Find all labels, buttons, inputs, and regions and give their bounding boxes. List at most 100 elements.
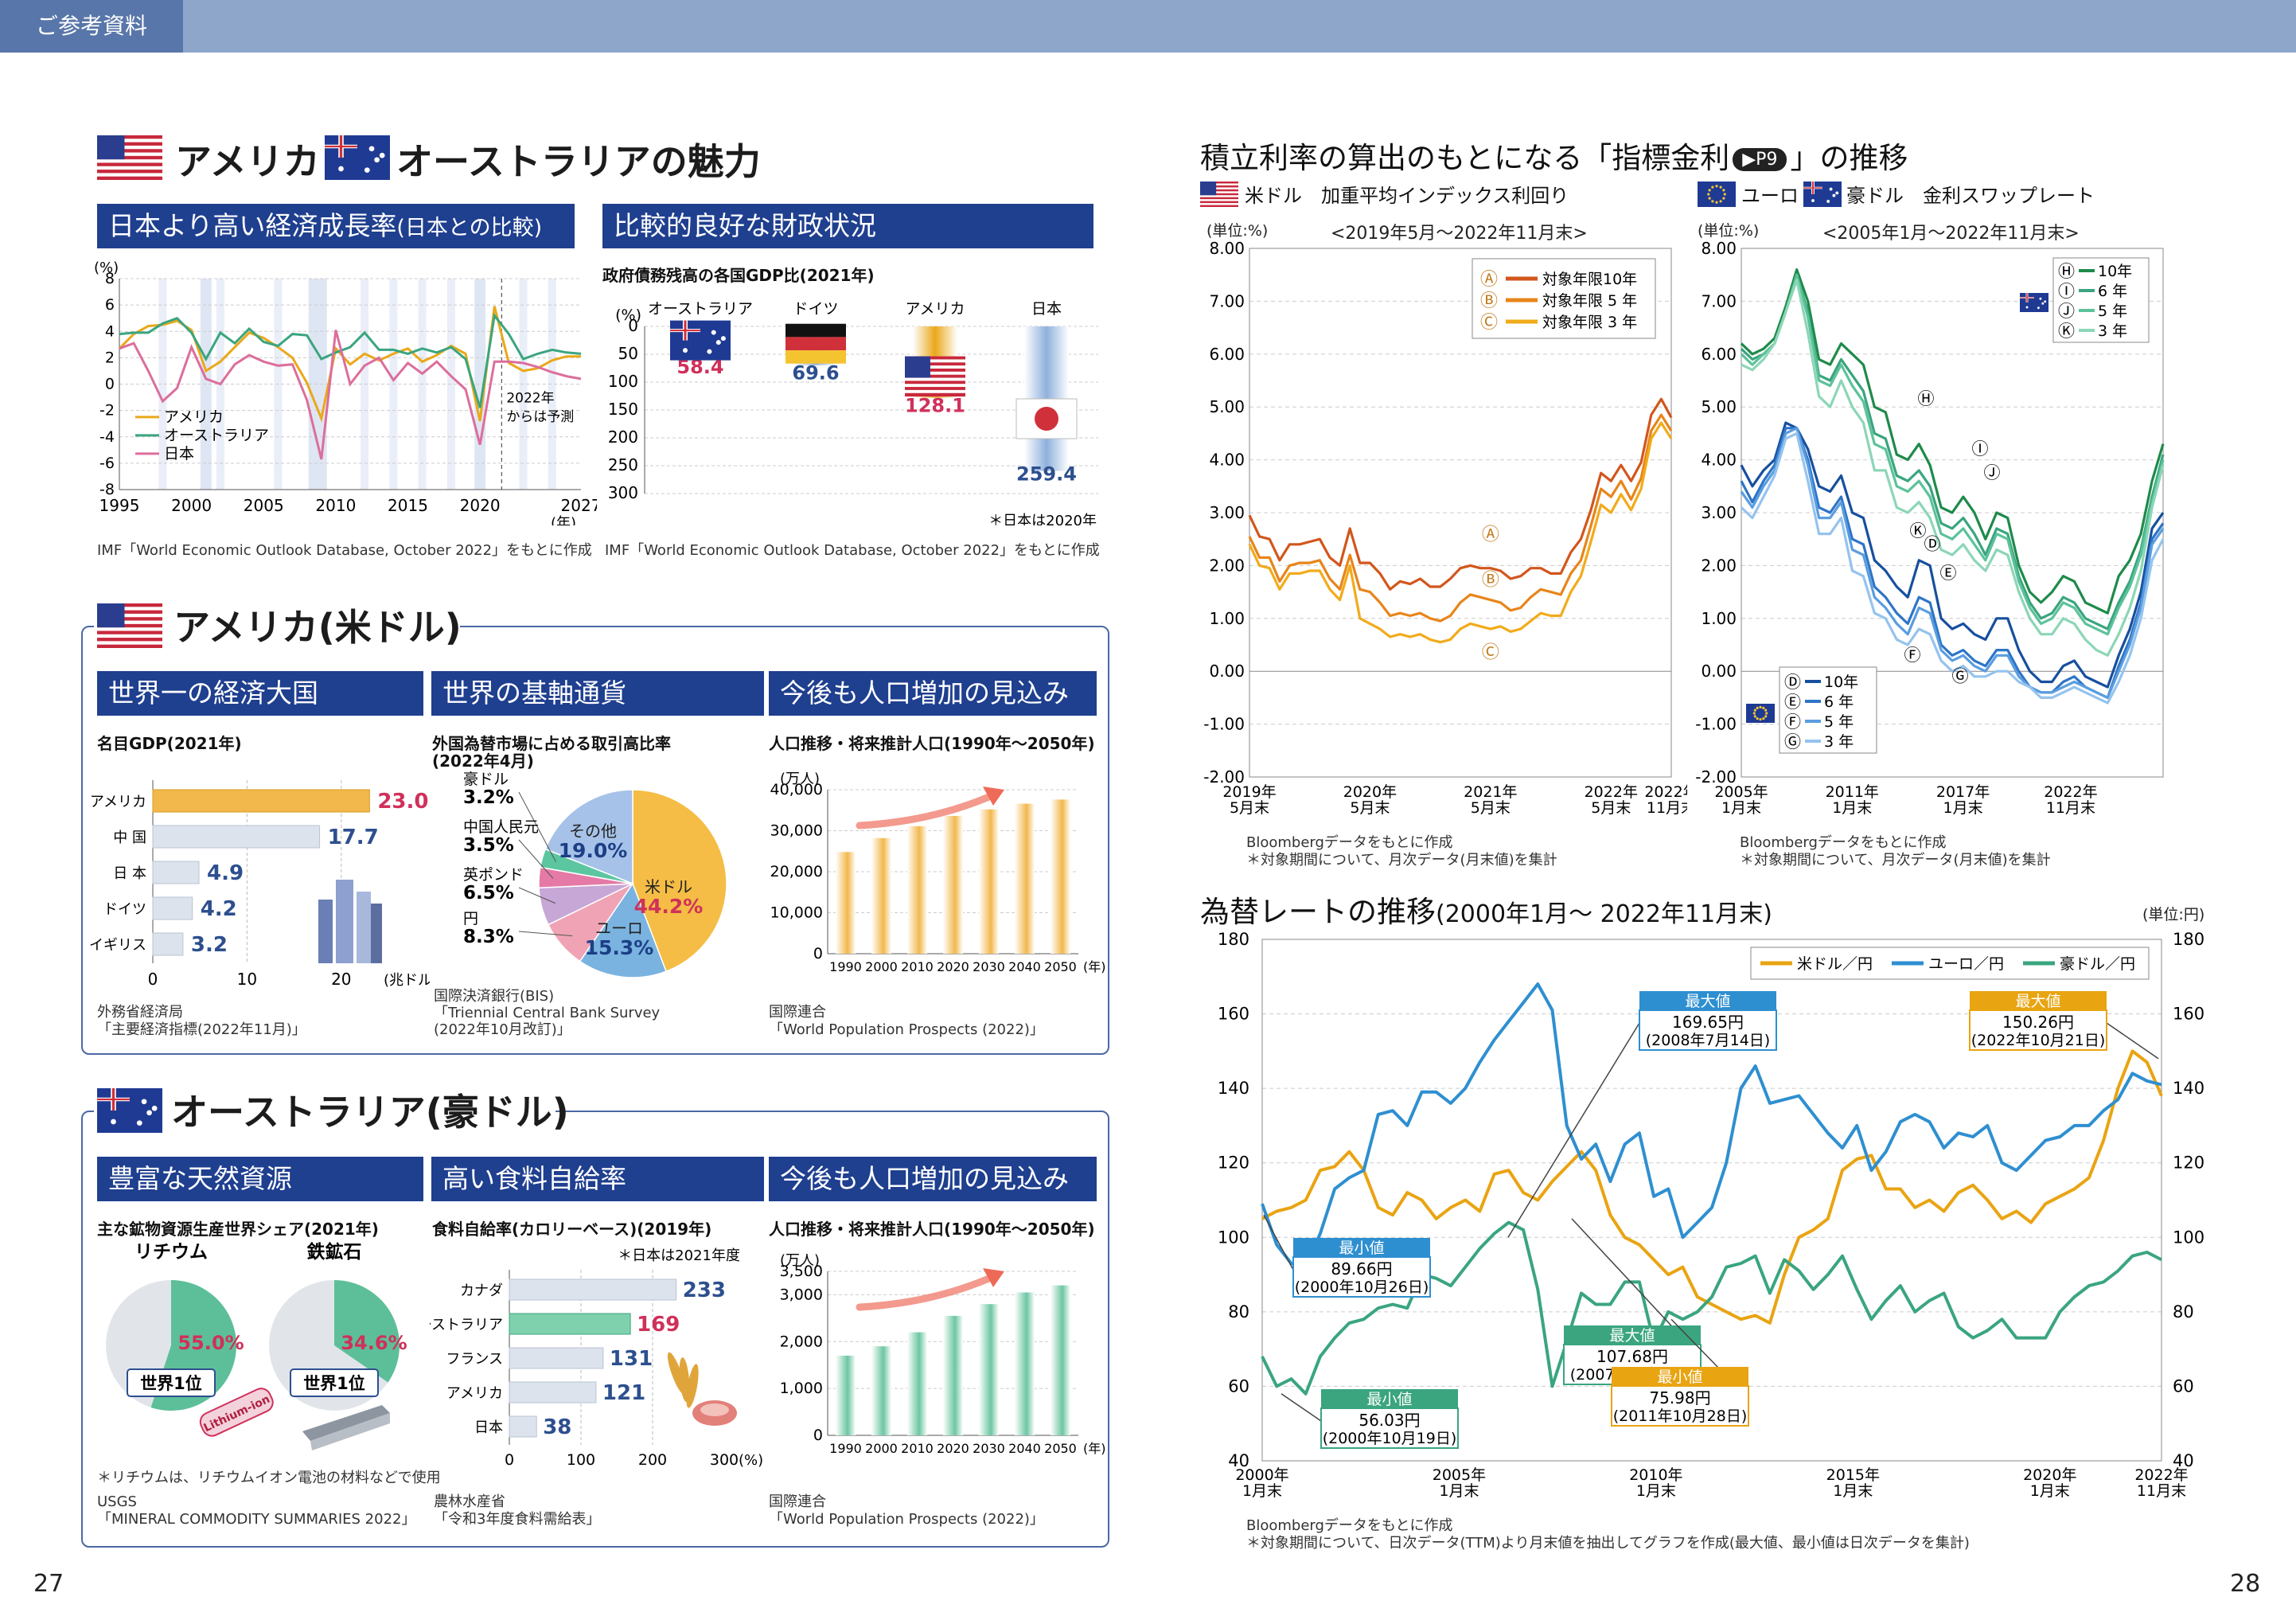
legend-marker: Ⓖ: [1784, 732, 1801, 751]
flag-star: [1764, 709, 1768, 712]
pie-label-value: 8.3%: [463, 927, 514, 947]
flag-star: [1759, 705, 1762, 709]
legend-label: 日本: [164, 445, 194, 463]
flag-band: [785, 337, 846, 351]
y-tick-label: 160: [1218, 1005, 1249, 1024]
flag-stripe: [97, 139, 162, 143]
australia-flag-icon: [325, 135, 390, 180]
flag-stripe: [97, 620, 162, 625]
y-tick-label-right: 100: [2173, 1228, 2204, 1247]
y-tick-label: 8.00: [1209, 239, 1245, 258]
flag-star: [2041, 302, 2045, 305]
x-tick-label: 1995: [99, 496, 140, 515]
flag-star: [364, 167, 370, 174]
resource-name: 鉄鉱石: [307, 1242, 362, 1263]
flag-star: [368, 146, 375, 152]
pie-slice-ユーロ: [579, 882, 668, 978]
y-tick-label: -6: [99, 455, 115, 472]
flag-star: [1719, 185, 1722, 189]
callout-body: [1320, 1407, 1459, 1449]
flag-stripe: [905, 371, 965, 376]
usa-pop-subtitle: 人口推移・将来推計人口(1990年〜2050年): [769, 734, 1095, 753]
x-tick-label: 2000: [171, 496, 212, 515]
x-tick-label: 2005年: [1714, 783, 1768, 801]
x-tick-label: 2010: [315, 496, 356, 515]
food-value-label: 169: [637, 1313, 680, 1337]
legend-label: ユーロ／円: [1928, 955, 2004, 973]
gdp-bar-イギリス: [152, 932, 184, 956]
pop-bar-1990: [835, 1355, 856, 1435]
flag-stripe: [97, 170, 162, 174]
x-tick-label: 1990: [829, 959, 862, 974]
y-tick-label: 180: [1218, 930, 1249, 949]
x-tick-label: 20: [331, 970, 351, 989]
flag-star: [711, 330, 716, 335]
fx-source-2: ＊対象期間について、日次データ(TTM)より月末値を抽出してグラフを作成(最大値…: [1246, 1535, 1970, 1552]
y-tick-label: 30,000: [770, 822, 823, 840]
category-label: ドイツ: [103, 901, 146, 918]
y-tick-label: 0: [813, 945, 823, 962]
y-tick-label: -2.00: [1695, 767, 1737, 787]
meat-icon: [692, 1400, 737, 1426]
flag-canton: [905, 356, 930, 378]
series-marker: Ⓑ: [1482, 571, 1499, 591]
pie-label-value: 6.5%: [463, 883, 514, 904]
shade-band: [548, 279, 556, 490]
flag-stripe: [97, 152, 162, 157]
y-tick-label: -1.00: [1203, 715, 1245, 734]
callout-title-bg: [1639, 991, 1776, 1010]
callout-body: [1639, 1009, 1777, 1051]
flag-stripe: [1200, 182, 1238, 184]
y-tick-label: 6.00: [1701, 345, 1737, 364]
page-ref-badge[interactable]: ▶P9: [1733, 148, 1787, 171]
usa-fx-header: 世界の基軸通貨: [431, 671, 764, 716]
flag-stripe: [905, 362, 965, 366]
y-tick-label: 3.00: [1209, 503, 1245, 522]
pop-bar-2040: [1014, 803, 1035, 954]
projection-note: 2022年: [506, 391, 554, 407]
flag-star: [379, 152, 385, 158]
flag-star: [2025, 306, 2029, 309]
y-tick-label: 0.00: [1701, 662, 1737, 681]
aus-section-title: オーストラリア(豪ドル): [171, 1091, 569, 1134]
resource-share-label: 55.0%: [177, 1332, 244, 1354]
rate-line-10年: [1740, 268, 2165, 615]
y-unit: (%): [94, 260, 119, 276]
flag-star: [1811, 199, 1815, 202]
category-label: アメリカ: [90, 794, 146, 810]
usa-pop-source-2: 「World Population Prospects (2022)」: [769, 1021, 1044, 1038]
gdp-value-label: 23.0: [377, 790, 428, 814]
flag-stripe: [1200, 205, 1238, 207]
usa-flag-icon-2: [97, 603, 162, 648]
x-tick-label: 2015年: [1826, 1466, 1880, 1484]
x-tick-label: 1月末: [1242, 1482, 1282, 1500]
arrow-head: [983, 787, 1004, 806]
y-tick-label: 300: [608, 483, 638, 502]
flag-canton: [1200, 182, 1217, 196]
pop-bar-2040: [1014, 1292, 1035, 1435]
arrow-head: [983, 1268, 1004, 1287]
flag-stripe: [1200, 197, 1238, 200]
beam-face: [302, 1405, 390, 1441]
y-tick-label: 5.00: [1209, 397, 1245, 416]
x-tick-label: 11月末: [1647, 799, 1687, 817]
pie-slice-米ドル: [632, 789, 727, 973]
callout-title: 最大値: [1609, 1327, 1655, 1345]
x-tick-label: 2020年: [2023, 1466, 2076, 1484]
y-tick-label: 7.00: [1701, 291, 1737, 310]
y-tick-label: 4.00: [1209, 451, 1245, 470]
x-tick-label: 1月末: [1439, 1482, 1479, 1500]
flag-stripe: [905, 368, 965, 373]
legend-label: アメリカ: [164, 408, 224, 426]
flag-star: [2039, 297, 2042, 300]
usa-flag-icon: [97, 135, 162, 180]
reference-tab[interactable]: ご参考資料: [0, 0, 183, 53]
x-tick-label: 2030: [973, 959, 1005, 974]
y-tick-label: 250: [608, 455, 638, 474]
pie-label-value: 19.0%: [559, 839, 628, 862]
flag-field: [325, 135, 390, 180]
x-tick-label: 2022年: [2044, 783, 2097, 801]
y-tick-label: 8: [105, 270, 115, 287]
rate-line-対象年限 3 年: [1248, 421, 1673, 644]
pie-slice-その他: [544, 789, 633, 885]
